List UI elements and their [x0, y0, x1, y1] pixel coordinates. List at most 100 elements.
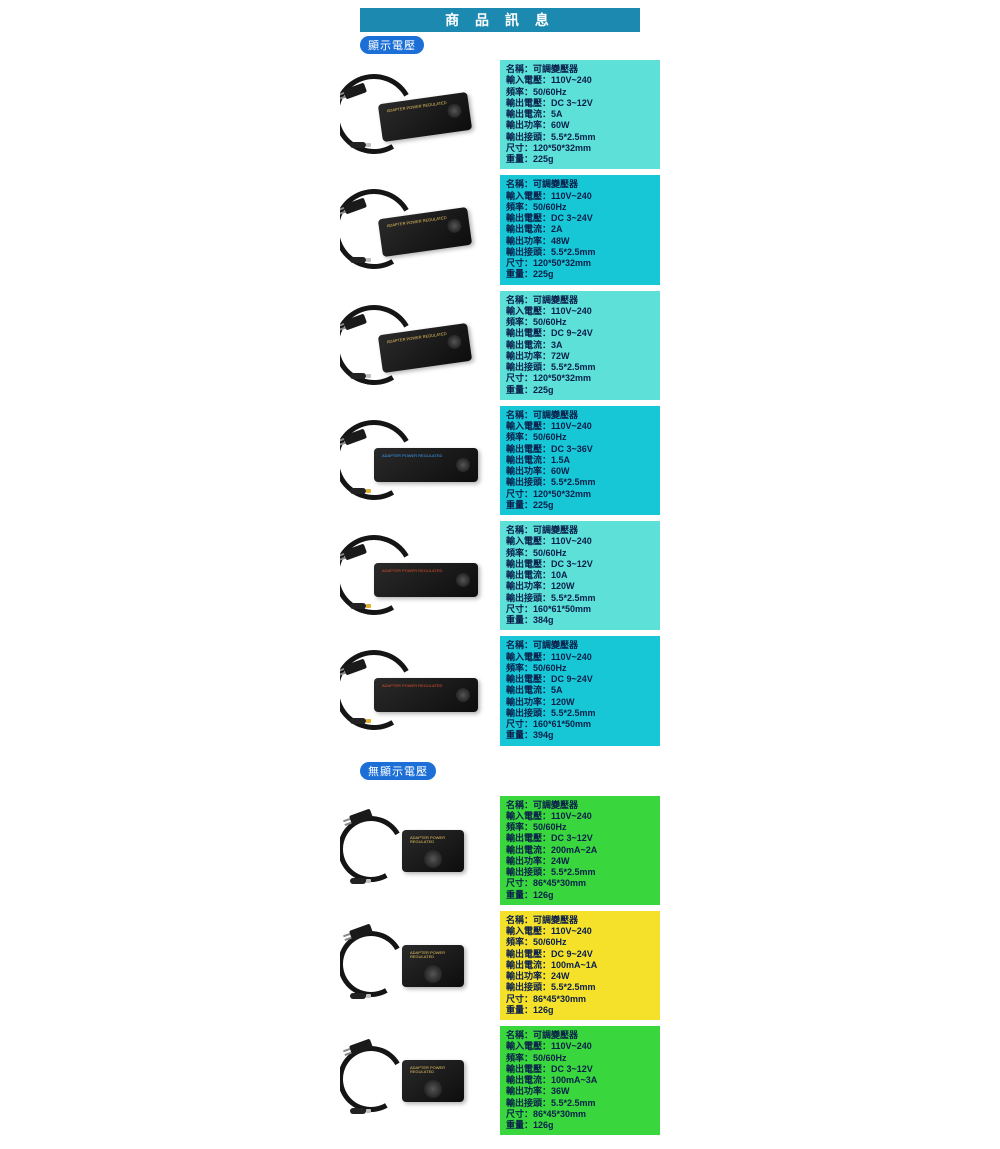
- spec-line: 頻率：50/60Hz: [506, 202, 654, 213]
- spec-line: 輸入電壓：110V~240: [506, 1041, 654, 1052]
- spec-line: 名稱：可調變壓器: [506, 915, 654, 926]
- spec-line: 輸出接頭：5.5*2.5mm: [506, 362, 654, 373]
- spec-block: 名稱：可調變壓器輸入電壓：110V~240頻率：50/60Hz輸出電壓：DC 3…: [500, 796, 660, 905]
- spec-line: 頻率：50/60Hz: [506, 317, 654, 328]
- spec-block: 名稱：可調變壓器輸入電壓：110V~240頻率：50/60Hz輸出電壓：DC 3…: [500, 175, 660, 284]
- page-title: 商 品 訊 息: [360, 8, 640, 32]
- spec-line: 輸出接頭：5.5*2.5mm: [506, 477, 654, 488]
- spec-line: 頻率：50/60Hz: [506, 937, 654, 948]
- spec-line: 重量：225g: [506, 500, 654, 511]
- product-photo: ADAPTER POWER REGULATED: [340, 636, 500, 732]
- spec-line: 頻率：50/60Hz: [506, 548, 654, 559]
- spec-line: 輸出電流：100mA~3A: [506, 1075, 654, 1086]
- product-info-page: 商 品 訊 息 顯示電壓 ADAPTER POWER REGULATED名稱：可…: [0, 0, 1000, 1149]
- spec-line: 尺寸：120*50*32mm: [506, 373, 654, 384]
- product-row: ADAPTER POWER REGULATED名稱：可調變壓器輸入電壓：110V…: [340, 636, 660, 745]
- spec-line: 名稱：可調變壓器: [506, 525, 654, 536]
- spec-line: 輸出電流：5A: [506, 685, 654, 696]
- spec-line: 輸出電壓：DC 3~12V: [506, 1064, 654, 1075]
- product-row: ADAPTER POWER REGULATED名稱：可調變壓器輸入電壓：110V…: [340, 406, 660, 515]
- product-row: ADAPTER POWER REGULATED名稱：可調變壓器輸入電壓：110V…: [340, 291, 660, 400]
- section-tag-nodisplay: 無顯示電壓: [360, 762, 436, 780]
- spec-block: 名稱：可調變壓器輸入電壓：110V~240頻率：50/60Hz輸出電壓：DC 3…: [500, 521, 660, 630]
- product-photo: ADAPTER POWER REGULATED: [340, 521, 500, 617]
- spec-line: 輸出功率：24W: [506, 856, 654, 867]
- spec-line: 重量：126g: [506, 1120, 654, 1131]
- spec-line: 輸出功率：24W: [506, 971, 654, 982]
- product-photo: ADAPTER POWER REGULATED: [340, 911, 500, 1007]
- spec-line: 輸出功率：60W: [506, 466, 654, 477]
- spec-line: 名稱：可調變壓器: [506, 295, 654, 306]
- spec-line: 重量：126g: [506, 890, 654, 901]
- spec-line: 名稱：可調變壓器: [506, 800, 654, 811]
- spec-line: 名稱：可調變壓器: [506, 640, 654, 651]
- spec-line: 輸出接頭：5.5*2.5mm: [506, 708, 654, 719]
- product-photo: ADAPTER POWER REGULATED: [340, 406, 500, 502]
- spec-line: 頻率：50/60Hz: [506, 663, 654, 674]
- spec-line: 輸出電流：1.5A: [506, 455, 654, 466]
- spec-line: 輸入電壓：110V~240: [506, 191, 654, 202]
- spec-line: 尺寸：120*50*32mm: [506, 489, 654, 500]
- spec-line: 輸出電壓：DC 3~12V: [506, 98, 654, 109]
- product-list-display: ADAPTER POWER REGULATED名稱：可調變壓器輸入電壓：110V…: [0, 60, 1000, 746]
- spec-line: 重量：126g: [506, 1005, 654, 1016]
- spec-line: 頻率：50/60Hz: [506, 432, 654, 443]
- spec-block: 名稱：可調變壓器輸入電壓：110V~240頻率：50/60Hz輸出電壓：DC 9…: [500, 911, 660, 1020]
- spec-line: 頻率：50/60Hz: [506, 87, 654, 98]
- spec-line: 重量：225g: [506, 269, 654, 280]
- spec-line: 輸入電壓：110V~240: [506, 652, 654, 663]
- spec-line: 輸出電壓：DC 9~24V: [506, 949, 654, 960]
- spec-block: 名稱：可調變壓器輸入電壓：110V~240頻率：50/60Hz輸出電壓：DC 9…: [500, 636, 660, 745]
- product-row: ADAPTER POWER REGULATED名稱：可調變壓器輸入電壓：110V…: [340, 911, 660, 1020]
- spec-line: 名稱：可調變壓器: [506, 1030, 654, 1041]
- spec-line: 輸出功率：120W: [506, 697, 654, 708]
- spec-line: 輸入電壓：110V~240: [506, 536, 654, 547]
- product-row: ADAPTER POWER REGULATED名稱：可調變壓器輸入電壓：110V…: [340, 175, 660, 284]
- spec-line: 名稱：可調變壓器: [506, 64, 654, 75]
- spec-line: 輸出接頭：5.5*2.5mm: [506, 1098, 654, 1109]
- spec-block: 名稱：可調變壓器輸入電壓：110V~240頻率：50/60Hz輸出電壓：DC 3…: [500, 1026, 660, 1135]
- spec-line: 尺寸：86*45*30mm: [506, 1109, 654, 1120]
- product-row: ADAPTER POWER REGULATED 名稱：可調變壓器輸入電壓：110V…: [340, 60, 660, 169]
- product-photo: ADAPTER POWER REGULATED: [340, 60, 500, 156]
- spec-line: 頻率：50/60Hz: [506, 1053, 654, 1064]
- spec-line: 輸入電壓：110V~240: [506, 811, 654, 822]
- spec-line: 尺寸：120*50*32mm: [506, 258, 654, 269]
- spec-line: 重量：225g: [506, 154, 654, 165]
- spec-line: 輸出功率：48W: [506, 236, 654, 247]
- product-photo: ADAPTER POWER REGULATED: [340, 796, 500, 892]
- spec-line: 尺寸：160*61*50mm: [506, 604, 654, 615]
- spec-line: 輸出電壓：DC 3~12V: [506, 833, 654, 844]
- spec-line: 輸出電壓：DC 3~24V: [506, 213, 654, 224]
- spec-line: 輸出功率：120W: [506, 581, 654, 592]
- spec-line: 輸出電流：5A: [506, 109, 654, 120]
- spec-line: 輸出功率：72W: [506, 351, 654, 362]
- spec-line: 尺寸：86*45*30mm: [506, 878, 654, 889]
- spec-line: 輸出電壓：DC 3~12V: [506, 559, 654, 570]
- spec-line: 尺寸：86*45*30mm: [506, 994, 654, 1005]
- spec-line: 輸出電流：200mA~2A: [506, 845, 654, 856]
- product-row: ADAPTER POWER REGULATED名稱：可調變壓器輸入電壓：110V…: [340, 521, 660, 630]
- spec-line: 名稱：可調變壓器: [506, 410, 654, 421]
- product-list-nodisplay: ADAPTER POWER REGULATED名稱：可調變壓器輸入電壓：110V…: [0, 796, 1000, 1136]
- spec-line: 輸出電流：2A: [506, 224, 654, 235]
- spec-line: 重量：384g: [506, 615, 654, 626]
- spec-line: 輸出電壓：DC 3~36V: [506, 444, 654, 455]
- spec-line: 輸入電壓：110V~240: [506, 75, 654, 86]
- spec-line: 輸出電流：10A: [506, 570, 654, 581]
- product-row: ADAPTER POWER REGULATED名稱：可調變壓器輸入電壓：110V…: [340, 796, 660, 905]
- spec-line: 輸出接頭：5.5*2.5mm: [506, 982, 654, 993]
- spec-line: 輸出電壓：DC 9~24V: [506, 674, 654, 685]
- spec-line: 輸入電壓：110V~240: [506, 306, 654, 317]
- spec-block: 名稱：可調變壓器輸入電壓：110V~240頻率：50/60Hz輸出電壓：DC 3…: [500, 406, 660, 515]
- spec-line: 輸出電壓：DC 9~24V: [506, 328, 654, 339]
- spec-line: 尺寸：160*61*50mm: [506, 719, 654, 730]
- product-row: ADAPTER POWER REGULATED名稱：可調變壓器輸入電壓：110V…: [340, 1026, 660, 1135]
- spec-line: 輸出接頭：5.5*2.5mm: [506, 593, 654, 604]
- spec-line: 輸出電流：100mA~1A: [506, 960, 654, 971]
- spec-line: 輸出電流：3A: [506, 340, 654, 351]
- spec-line: 輸出接頭：5.5*2.5mm: [506, 132, 654, 143]
- product-photo: ADAPTER POWER REGULATED: [340, 175, 500, 271]
- spec-line: 輸出功率：60W: [506, 120, 654, 131]
- spec-line: 輸出功率：36W: [506, 1086, 654, 1097]
